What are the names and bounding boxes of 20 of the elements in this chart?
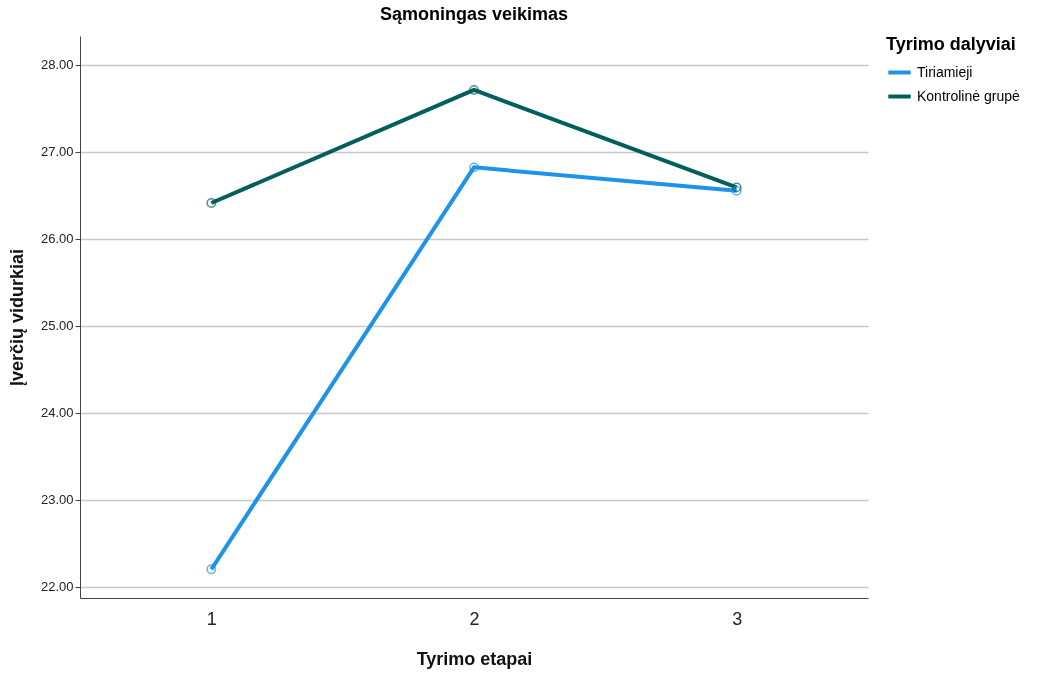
- point: [206, 564, 217, 575]
- y-tick-label: 28.00: [40, 57, 74, 73]
- y-tick-label: 24.00: [40, 405, 74, 421]
- x-axis-title: Tyrimo etapai: [416, 648, 533, 669]
- y-tick-label: 26.00: [40, 231, 74, 247]
- point: [206, 198, 217, 208]
- legend-label: Kontrolinė grupė: [917, 87, 1020, 104]
- y-tick-label: 23.00: [40, 492, 74, 508]
- point: [469, 85, 479, 95]
- legend-label: Tiriamieji: [917, 63, 973, 80]
- y-tick-label: 25.00: [40, 318, 74, 334]
- y-tick-label: 27.00: [40, 144, 74, 160]
- x-tick-label: 1: [206, 608, 217, 629]
- x-tick-label: 2: [469, 608, 480, 629]
- y-axis-title: Įverčių vidurkiai: [6, 248, 27, 387]
- chart-title: Sąmoningas veikimas: [379, 4, 569, 24]
- legend-title: Tyrimo dalyviai: [886, 34, 1016, 54]
- point: [469, 162, 479, 173]
- y-tick-label: 22.00: [40, 579, 74, 595]
- x-tick-label: 3: [732, 608, 743, 629]
